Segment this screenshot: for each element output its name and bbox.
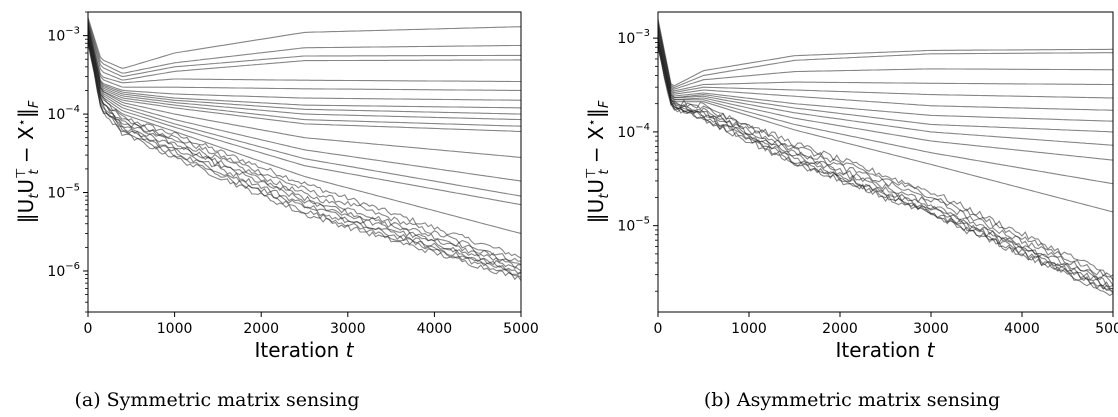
series-line [88,32,521,157]
caption-a: (a) Symmetric matrix sensing [74,389,359,411]
series-line [658,40,1113,285]
x-tick-label: 3000 [913,321,949,337]
x-tick-label: 4000 [1004,321,1040,337]
series-line [658,42,1113,289]
x-tick-label: 2000 [822,321,858,337]
series-line [88,20,521,74]
svg-text:‖UtU⊤t − X⋆‖F: ‖UtU⊤t − X⋆‖F [14,100,42,223]
x-tick-label: 3000 [330,321,366,337]
series-line [88,36,521,259]
y-tick-label: 10−6 [47,261,80,280]
series-line [658,31,1113,122]
x-tick-label: 0 [654,321,663,337]
plot-frame [658,12,1113,312]
series-line [658,28,1113,99]
series-line [88,24,521,82]
series-line [658,38,1113,184]
y-axis-label: ‖UtU⊤t − X⋆‖F [14,100,42,223]
y-tick-label: 10−5 [617,216,650,235]
series-line [88,43,521,280]
y-tick-label: 10−3 [47,26,80,45]
series-line [658,45,1113,289]
series-line [88,29,521,126]
svg-text:‖UtU⊤t − X⋆‖F: ‖UtU⊤t − X⋆‖F [584,100,612,223]
y-tick-label: 10−4 [617,122,650,141]
series-line [658,24,1113,89]
series-line [88,39,521,273]
x-axis-label: Iteration t [835,338,935,362]
x-tick-label: 1000 [157,321,193,337]
x-tick-label: 4000 [417,321,453,337]
x-tick-label: 5000 [1095,321,1118,337]
series-line [658,24,1113,91]
series-line [88,36,521,234]
y-axis-label: ‖UtU⊤t − X⋆‖F [584,100,612,223]
series-line [658,31,1113,132]
series-line [88,22,521,77]
series-line [658,19,1113,86]
y-tick-label: 10−3 [617,28,650,47]
x-tick-label: 1000 [731,321,767,337]
series-line [88,39,521,271]
x-tick-label: 5000 [503,321,539,337]
chart-panel-symmetric: 0 1000 2000 3000 4000 5000 10−3 10−4 10−5 10−6 It… [14,12,539,411]
series-line [88,29,521,119]
y-tick-label: 10−5 [47,183,80,202]
x-tick-label: 2000 [243,321,279,337]
caption-b: (b) Asymmetric matrix sensing [704,389,1000,411]
x-axis-label: Iteration t [254,338,354,362]
x-tick-label: 0 [84,321,93,337]
plot-frame [88,12,521,312]
series-line [658,38,1113,277]
y-tick-label: 10−4 [47,104,80,123]
chart-panel-asymmetric: 0 1000 2000 3000 4000 5000 10−3 10−4 10−5 Iterat… [584,12,1118,411]
